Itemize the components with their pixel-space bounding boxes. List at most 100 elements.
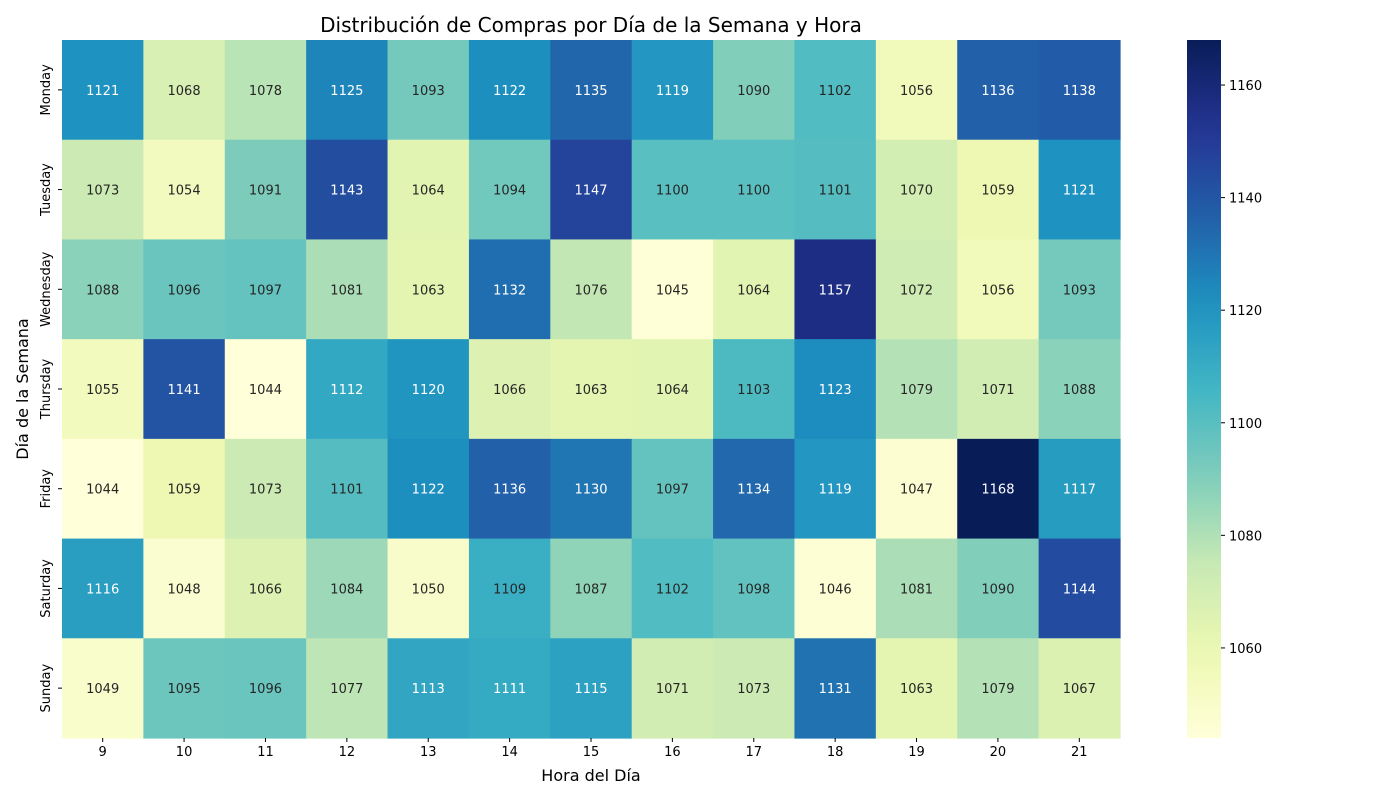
cell-value-label: 1078 — [249, 84, 282, 99]
cell-value-label: 1119 — [819, 483, 852, 498]
cell-value-label: 1135 — [574, 84, 607, 99]
cell-value-label: 1072 — [900, 283, 933, 298]
cell-value-label: 1113 — [412, 682, 445, 697]
heatmap-cell — [713, 239, 796, 340]
heatmap-cell — [957, 638, 1040, 739]
heatmap-cell — [794, 638, 877, 739]
cell-value-label: 1112 — [330, 383, 363, 398]
x-tick-label: 14 — [501, 745, 518, 760]
cell-value-label: 1068 — [168, 84, 201, 99]
heatmap-cell — [875, 538, 958, 639]
cell-value-label: 1088 — [1063, 383, 1096, 398]
x-tick-label: 11 — [257, 745, 274, 760]
heatmap-cell — [387, 239, 470, 340]
heatmap-cell — [631, 239, 714, 340]
cell-value-label: 1101 — [330, 483, 363, 498]
heatmap-cell — [224, 538, 307, 639]
heatmap-cell — [143, 538, 226, 639]
cell-value-label: 1056 — [981, 283, 1014, 298]
heatmap-cell — [794, 538, 877, 639]
cell-value-label: 1138 — [1063, 84, 1096, 99]
heatmap-cell — [957, 438, 1040, 540]
cell-value-label: 1079 — [900, 383, 933, 398]
heatmap-cell — [713, 40, 796, 141]
heatmap-cell — [875, 239, 958, 340]
cell-value-label: 1136 — [493, 483, 526, 498]
heatmap-cell — [550, 339, 633, 440]
cell-value-label: 1091 — [249, 184, 282, 199]
heatmap-cell — [468, 538, 551, 639]
cell-value-label: 1100 — [656, 184, 689, 199]
colorbar-tick-label: 1080 — [1229, 529, 1262, 544]
cell-value-label: 1121 — [1063, 184, 1096, 199]
heatmap-cell — [62, 538, 144, 639]
heatmap-cell — [713, 638, 796, 739]
cell-value-label: 1090 — [737, 84, 770, 99]
heatmap-cell — [631, 139, 714, 241]
heatmap-cell — [1038, 40, 1121, 141]
x-tick-label: 17 — [745, 745, 762, 760]
x-tick-label: 10 — [176, 745, 193, 760]
cell-value-label: 1143 — [330, 184, 363, 199]
colorbar-tick-label: 1060 — [1229, 642, 1262, 657]
cell-value-label: 1093 — [1063, 283, 1096, 298]
heatmap-cell — [306, 339, 389, 440]
heatmap-cells — [62, 40, 1121, 739]
heatmap-cell — [62, 638, 144, 739]
cell-value-label: 1056 — [900, 84, 933, 99]
cell-value-label: 1134 — [737, 483, 770, 498]
heatmap-cell — [875, 638, 958, 739]
heatmap-cell — [387, 638, 470, 739]
heatmap-cell — [957, 538, 1040, 639]
heatmap-cell — [875, 438, 958, 540]
heatmap-cell — [143, 239, 226, 340]
cell-value-label: 1071 — [656, 682, 689, 697]
heatmap-cell — [62, 139, 144, 241]
heatmap-cell — [387, 438, 470, 540]
heatmap-cell — [713, 139, 796, 241]
heatmap-cell — [794, 239, 877, 340]
cell-value-label: 1044 — [249, 383, 282, 398]
heatmap-cell — [550, 638, 633, 739]
cell-value-label: 1123 — [819, 383, 852, 398]
cell-value-label: 1084 — [330, 582, 363, 597]
heatmap-cell — [62, 339, 144, 440]
cell-value-label: 1130 — [574, 483, 607, 498]
heatmap-cell — [224, 638, 307, 739]
heatmap-cell — [468, 40, 551, 141]
heatmap-cell — [62, 239, 144, 340]
heatmap-cell — [306, 538, 389, 639]
heatmap-cell — [1038, 139, 1121, 241]
heatmap-cell — [1038, 438, 1121, 540]
x-tick-label: 15 — [583, 745, 600, 760]
cell-value-label: 1049 — [86, 682, 119, 697]
colorbar-tick-label: 1100 — [1229, 417, 1262, 432]
x-axis-label: Hora del Día — [541, 766, 640, 785]
heatmap-cell — [631, 438, 714, 540]
heatmap-cell — [875, 339, 958, 440]
colorbar-tick-label: 1140 — [1229, 192, 1262, 207]
heatmap-cell — [794, 438, 877, 540]
colorbar-tick-label: 1160 — [1229, 79, 1262, 94]
heatmap-cell — [550, 40, 633, 141]
heatmap-cell — [224, 40, 307, 141]
cell-value-label: 1125 — [330, 84, 363, 99]
heatmap-cell — [224, 438, 307, 540]
cell-value-label: 1076 — [574, 283, 607, 298]
heatmap-cell — [631, 40, 714, 141]
colorbar: 1060 1080 1100 1120 1140 1160 — [1187, 40, 1262, 738]
cell-value-label: 1094 — [493, 184, 526, 199]
heatmap-cell — [62, 40, 144, 141]
cell-value-label: 1048 — [168, 582, 201, 597]
cell-value-label: 1101 — [819, 184, 852, 199]
heatmap-cell — [875, 40, 958, 141]
cell-value-label: 1073 — [737, 682, 770, 697]
x-axis: 9 10 11 12 13 14 15 16 17 18 19 20 21 — [99, 738, 1088, 760]
x-tick-label: 20 — [990, 745, 1007, 760]
cell-value-label: 1063 — [574, 383, 607, 398]
cell-value-label: 1090 — [981, 582, 1014, 597]
cell-value-label: 1168 — [981, 483, 1014, 498]
cell-value-label: 1077 — [330, 682, 363, 697]
cell-value-label: 1100 — [737, 184, 770, 199]
